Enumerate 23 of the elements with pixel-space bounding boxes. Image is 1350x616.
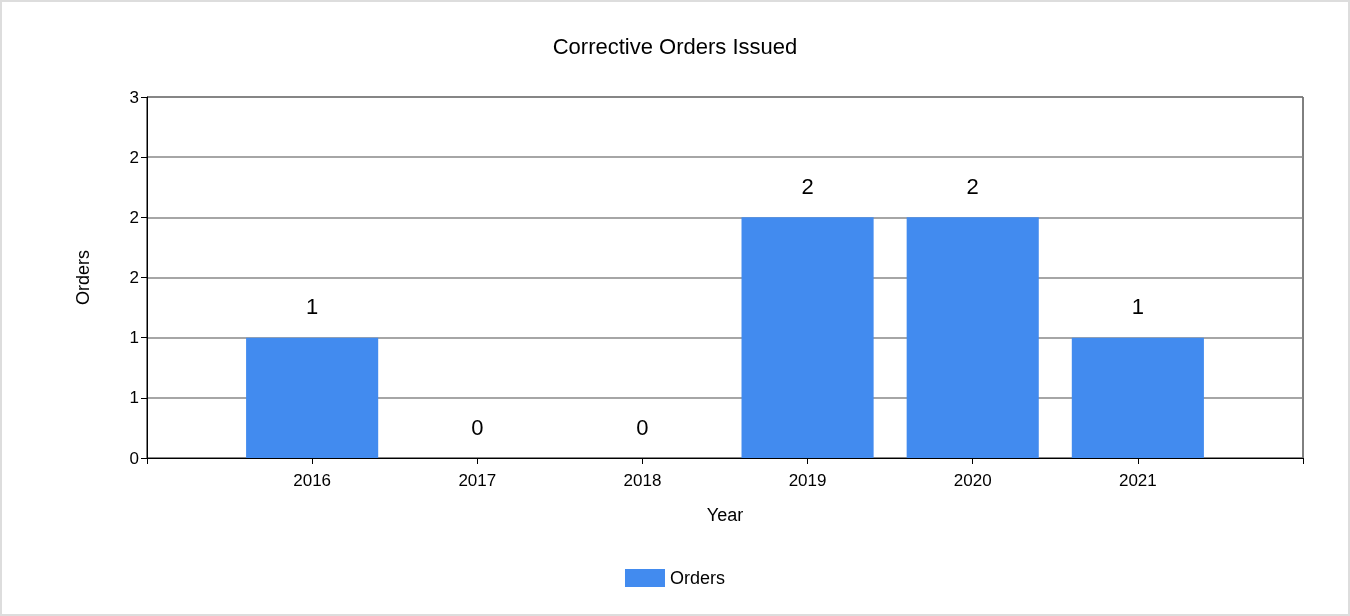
y-tick-label: 3 — [129, 87, 139, 107]
x-tick-label: 2021 — [1118, 471, 1157, 490]
data-label: 0 — [471, 414, 484, 440]
legend-label: Orders — [669, 568, 726, 588]
x-tick-label: 2017 — [458, 471, 497, 490]
x-tick-label: 2018 — [623, 471, 662, 490]
y-axis-title: Orders — [73, 249, 93, 306]
x-tick-label: 2019 — [788, 471, 827, 490]
x-tick-label: 2020 — [953, 471, 992, 490]
x-tick-label: 2016 — [293, 471, 332, 490]
y-tick-label: 2 — [129, 268, 139, 287]
y-tick-label: 1 — [129, 388, 139, 408]
data-label: 1 — [306, 294, 319, 320]
x-axis-title: Year — [706, 505, 744, 525]
data-label: 0 — [636, 414, 649, 440]
y-tick-label: 1 — [129, 328, 139, 348]
y-tick-label: 2 — [129, 207, 139, 227]
data-label: 2 — [801, 173, 814, 199]
y-tick-label: 2 — [129, 147, 139, 167]
data-label: 2 — [966, 173, 979, 199]
chart-title: Corrective Orders Issued — [552, 33, 798, 59]
data-label: 1 — [1131, 294, 1144, 320]
y-tick-label: 0 — [129, 448, 139, 468]
